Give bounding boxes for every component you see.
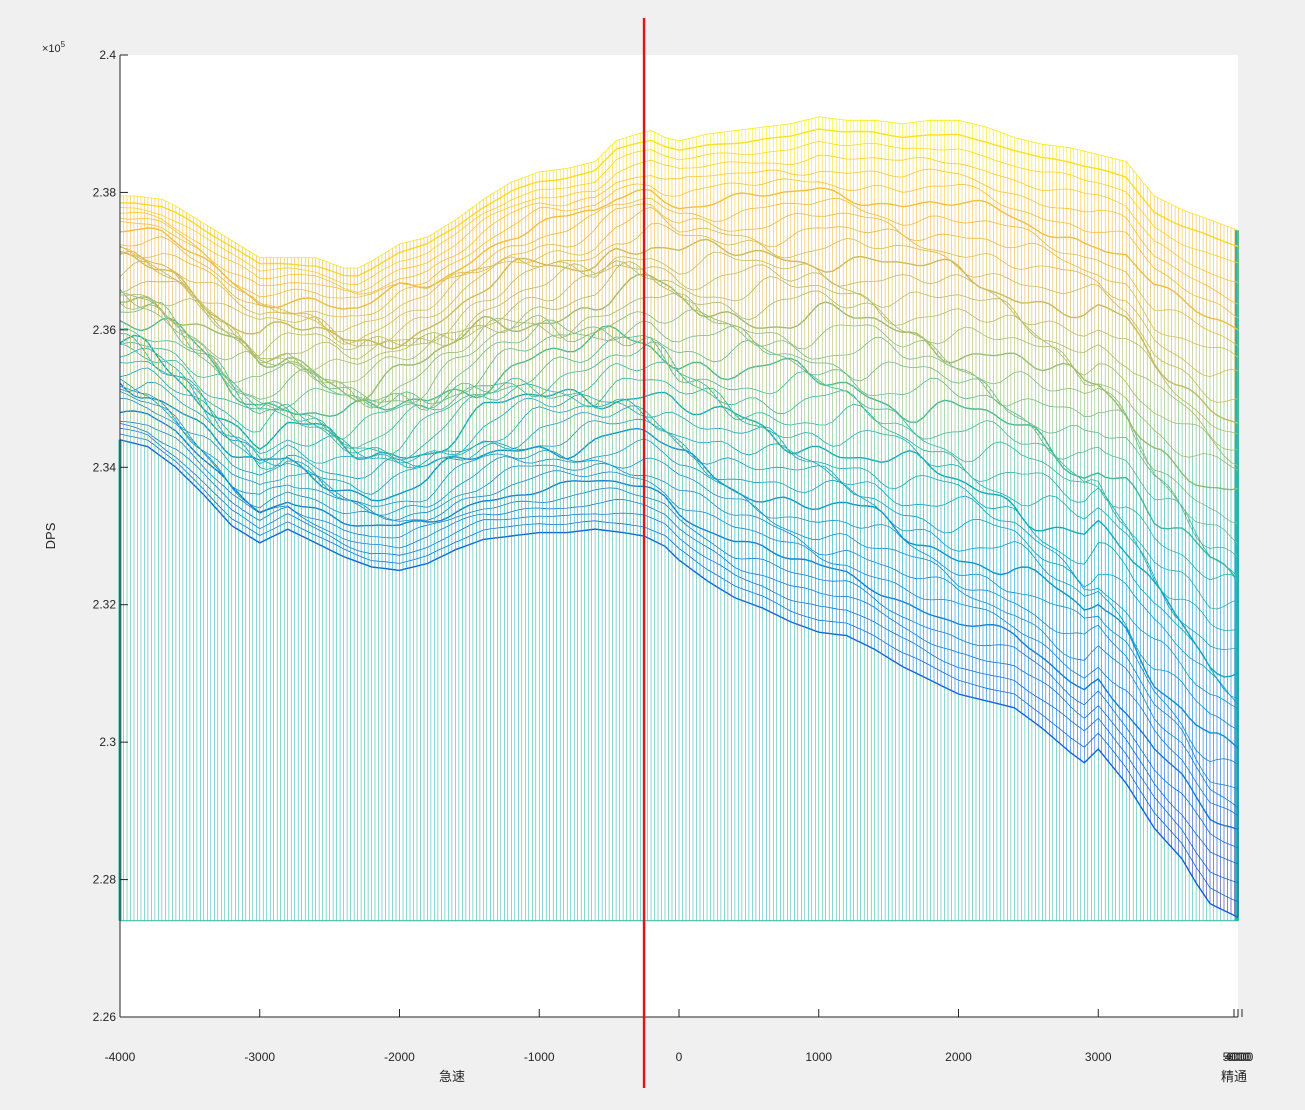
surface-mesh [118, 116, 1239, 922]
